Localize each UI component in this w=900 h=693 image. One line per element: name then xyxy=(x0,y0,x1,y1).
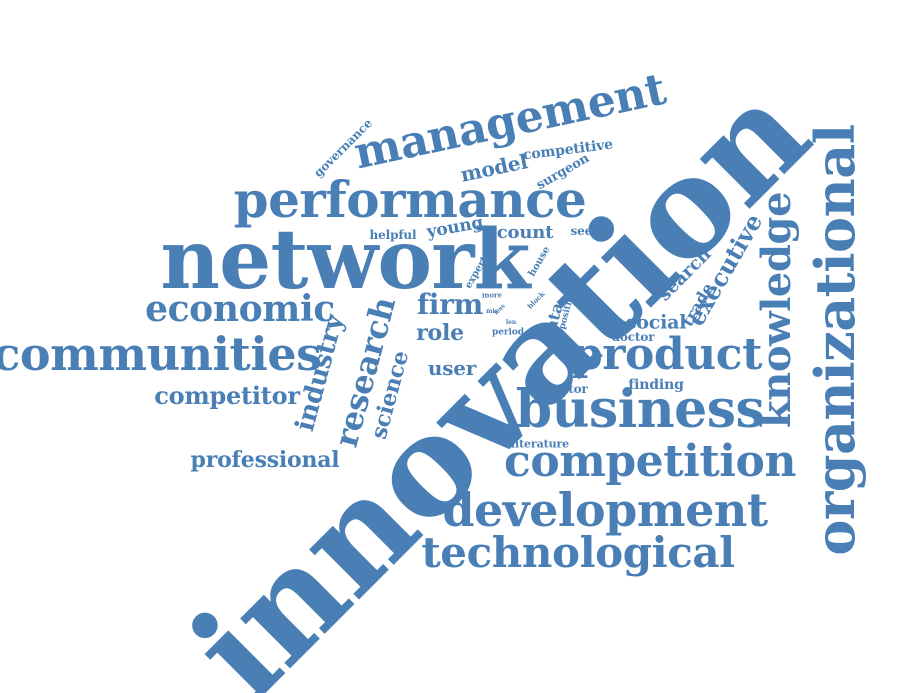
word-professional: professional xyxy=(190,447,340,473)
word-helpful: helpful xyxy=(369,228,417,242)
word-more: more xyxy=(482,290,502,300)
word-competition: competition xyxy=(503,436,797,487)
word-economic: economic xyxy=(145,288,335,330)
word-len: len xyxy=(505,319,517,326)
word-role: role xyxy=(416,320,464,346)
word-firm: firm xyxy=(417,288,483,321)
word-mis: mis xyxy=(486,308,498,315)
word-organizational: organizational xyxy=(803,124,867,556)
word-doctor: doctor xyxy=(611,330,655,344)
word-period: period xyxy=(492,327,524,338)
word-development: development xyxy=(442,483,768,537)
word-business: business xyxy=(515,379,765,440)
word-performance: performance xyxy=(233,170,587,229)
word-user: user xyxy=(427,356,477,380)
word-finding: finding xyxy=(628,377,684,393)
word-product: product xyxy=(571,329,763,380)
word-social: social xyxy=(625,311,687,334)
word-technological: technological xyxy=(421,528,735,577)
word-competitor: competitor xyxy=(154,381,300,410)
word-communities: communities xyxy=(0,327,322,381)
word-inventor: inventor xyxy=(532,382,588,396)
word-count: count xyxy=(496,222,554,243)
word-seeing: seeing xyxy=(570,224,614,238)
word-network: network xyxy=(160,212,530,308)
word-literature: literature xyxy=(510,437,570,451)
